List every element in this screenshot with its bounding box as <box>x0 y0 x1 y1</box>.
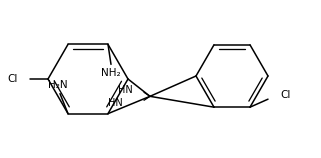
Text: Cl: Cl <box>8 74 18 84</box>
Text: Cl: Cl <box>280 90 291 100</box>
Text: H₂N: H₂N <box>48 80 68 90</box>
Text: HN: HN <box>108 98 123 108</box>
Text: NH₂: NH₂ <box>101 68 121 78</box>
Text: HN: HN <box>118 85 133 95</box>
